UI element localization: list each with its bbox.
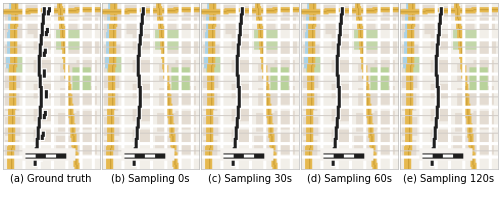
Text: (d) Sampling 60s: (d) Sampling 60s [307, 173, 392, 183]
Text: (b) Sampling 0s: (b) Sampling 0s [112, 173, 190, 183]
Text: (c) Sampling 30s: (c) Sampling 30s [208, 173, 292, 183]
Text: (e) Sampling 120s: (e) Sampling 120s [403, 173, 494, 183]
Text: (a) Ground truth: (a) Ground truth [10, 173, 92, 183]
